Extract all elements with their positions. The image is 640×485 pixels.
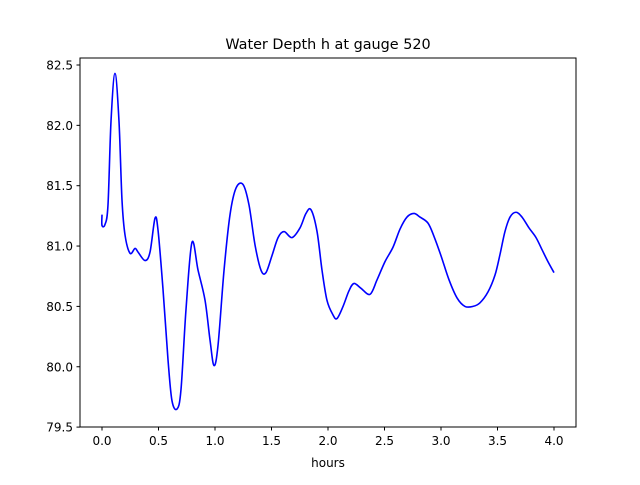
y-tick-label: 81.5 — [46, 179, 73, 193]
x-axis-label: hours — [311, 456, 345, 470]
y-tick-label: 82.0 — [46, 119, 73, 133]
axes-frame — [79, 57, 577, 428]
x-tick-label: 4.0 — [544, 434, 563, 448]
y-tick-label: 80.5 — [46, 300, 73, 314]
ticks: 0.0 0.5 1.0 1.5 2.0 2.5 3.0 3.5 4.0 79.5 80.0 80.5 8… — [46, 59, 563, 449]
x-tick-label: 0.0 — [92, 434, 111, 448]
x-tick-label: 2.0 — [318, 434, 337, 448]
y-tick-label: 80.0 — [46, 360, 73, 374]
x-tick-label: 3.0 — [431, 434, 450, 448]
x-tick-label: 2.5 — [375, 434, 394, 448]
y-tick-label: 79.5 — [46, 421, 73, 435]
x-tick-label: 1.0 — [205, 434, 224, 448]
y-tick-label: 81.0 — [46, 240, 73, 254]
x-tick-label: 3.5 — [488, 434, 507, 448]
plot-area — [100, 72, 555, 411]
y-tick-label: 82.5 — [46, 59, 73, 73]
chart-title: Water Depth h at gauge 520 — [225, 37, 430, 53]
x-tick-label: 1.5 — [262, 434, 281, 448]
x-tick-label: 0.5 — [149, 434, 168, 448]
series-line-h — [100, 72, 555, 411]
